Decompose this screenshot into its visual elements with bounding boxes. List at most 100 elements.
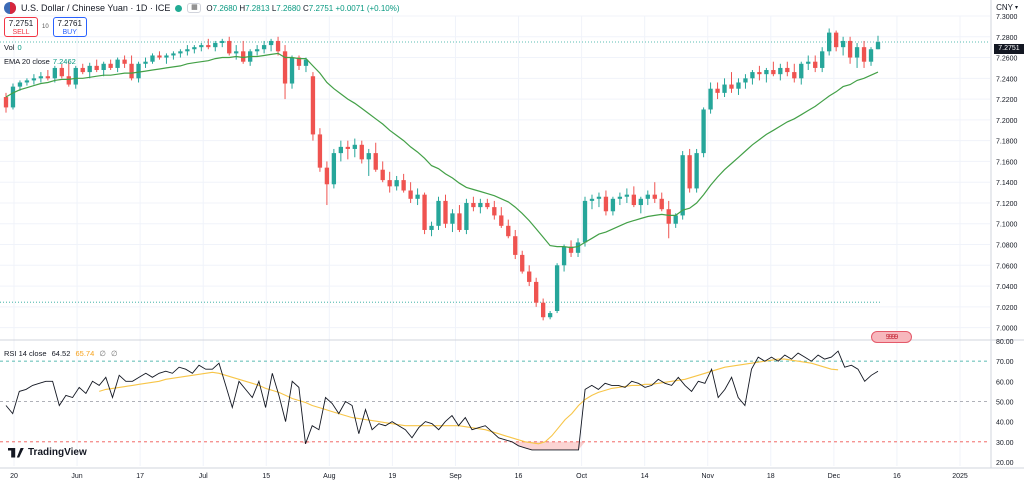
tradingview-logo[interactable]: TradingView bbox=[8, 447, 87, 458]
candle-body bbox=[331, 153, 337, 185]
candle-body bbox=[729, 84, 734, 89]
price-tick-label: 7.0800 bbox=[996, 243, 1018, 250]
symbol-title[interactable]: U.S. Dollar / Chinese Yuan · 1D · ICE bbox=[21, 3, 171, 13]
candle-body bbox=[17, 82, 23, 87]
candle-body bbox=[108, 63, 113, 68]
market-status-icon[interactable] bbox=[175, 4, 183, 12]
chart-settings-icon[interactable]: ▦ bbox=[187, 3, 202, 13]
candle-body bbox=[359, 144, 364, 160]
candle-body bbox=[317, 134, 323, 168]
candle-body bbox=[366, 153, 371, 160]
ema-legend[interactable]: EMA 20 close 7.2462 bbox=[4, 57, 76, 66]
candle-body bbox=[450, 213, 455, 224]
candle-body bbox=[261, 45, 267, 50]
price-tick-label: 7.1800 bbox=[996, 139, 1018, 146]
candle-body bbox=[638, 198, 643, 206]
candle-body bbox=[213, 43, 218, 48]
candle-body bbox=[568, 246, 574, 253]
candle-body bbox=[575, 242, 581, 253]
time-tick-label: Oct bbox=[576, 473, 587, 480]
candle-body bbox=[241, 51, 246, 62]
candle-body bbox=[666, 209, 671, 224]
candle-body bbox=[554, 265, 560, 311]
rsi-legend[interactable]: RSI 14 close 64.52 65.74 ∅ ∅ bbox=[4, 349, 118, 358]
candle-body bbox=[31, 78, 37, 81]
sell-button[interactable]: 7.2751 SELL bbox=[4, 17, 38, 37]
candle-body bbox=[457, 213, 462, 230]
time-tick-label: Nov bbox=[702, 473, 715, 480]
candle-body bbox=[157, 55, 162, 58]
last-price-tag: 7.2751 bbox=[994, 44, 1024, 54]
candle-body bbox=[868, 49, 874, 62]
candle-body bbox=[540, 302, 546, 318]
rsi-tick-label: 30.00 bbox=[996, 440, 1014, 447]
candle-body bbox=[610, 198, 616, 212]
time-tick-label: 20 bbox=[10, 473, 18, 480]
volume-legend[interactable]: Vol 0 bbox=[4, 43, 22, 52]
symbol-flag-icon bbox=[4, 2, 16, 14]
ohlc-readout: O7.2680 H7.2813 L7.2680 C7.2751 +0.0071 … bbox=[206, 4, 399, 13]
candle-body bbox=[527, 271, 532, 282]
candle-body bbox=[101, 63, 106, 71]
vol-value: 0 bbox=[17, 43, 22, 52]
candle-body bbox=[659, 198, 664, 210]
candle-body bbox=[415, 194, 420, 199]
currency-selector[interactable]: CNY ▾ bbox=[996, 3, 1018, 12]
candle-body bbox=[520, 254, 525, 272]
open-value: 7.2680 bbox=[212, 3, 238, 13]
candle-body bbox=[10, 86, 16, 108]
chart-header: U.S. Dollar / Chinese Yuan · 1D · ICE ▦ … bbox=[4, 2, 400, 14]
candle-body bbox=[324, 167, 330, 185]
candle-body bbox=[289, 57, 295, 84]
candle-body bbox=[380, 169, 385, 181]
rsi-tick-label: 40.00 bbox=[996, 420, 1014, 427]
candle-body bbox=[813, 61, 818, 68]
candle-body bbox=[338, 146, 344, 154]
candle-body bbox=[854, 47, 860, 58]
price-tick-label: 7.1600 bbox=[996, 159, 1018, 166]
price-tick-label: 7.0000 bbox=[996, 326, 1018, 333]
time-tick-label: 19 bbox=[389, 473, 397, 480]
candle-body bbox=[561, 246, 567, 266]
rsi-tick-label: 20.00 bbox=[996, 460, 1014, 467]
candle-body bbox=[171, 53, 176, 56]
economic-event-badge[interactable]: 9999 bbox=[871, 331, 912, 343]
candle-body bbox=[506, 225, 511, 237]
close-value: 7.2751 bbox=[308, 3, 334, 13]
candle-body bbox=[485, 202, 490, 208]
candle-body bbox=[820, 51, 825, 68]
candle-body bbox=[617, 196, 623, 199]
candle-body bbox=[206, 45, 211, 48]
price-tick-label: 7.2600 bbox=[996, 56, 1018, 63]
buy-button[interactable]: 7.2761 BUY bbox=[52, 17, 87, 37]
tradingview-logo-icon bbox=[8, 447, 24, 458]
candle-body bbox=[589, 198, 595, 201]
sell-label: SELL bbox=[12, 29, 30, 36]
candle-body bbox=[464, 202, 469, 230]
candle-body bbox=[631, 194, 637, 206]
trade-panel: 7.2751 SELL 10 7.2761 BUY bbox=[4, 17, 87, 37]
candle-body bbox=[268, 40, 274, 46]
price-tick-label: 7.1400 bbox=[996, 180, 1018, 187]
rsi-extra-2: ∅ bbox=[111, 349, 118, 358]
candle-body bbox=[303, 59, 309, 66]
candle-body bbox=[352, 144, 357, 149]
candle-body bbox=[492, 207, 497, 216]
candle-body bbox=[799, 63, 804, 79]
candle-body bbox=[708, 88, 713, 110]
time-tick-label: 18 bbox=[767, 473, 775, 480]
candle-body bbox=[687, 155, 692, 189]
buy-label: BUY bbox=[62, 29, 77, 36]
candle-body bbox=[478, 202, 483, 208]
low-label: L bbox=[271, 3, 277, 13]
price-tick-label: 7.0200 bbox=[996, 305, 1018, 312]
price-tick-label: 7.0400 bbox=[996, 284, 1018, 291]
candle-body bbox=[136, 63, 141, 79]
candle-body bbox=[750, 72, 755, 79]
candle-body bbox=[624, 194, 630, 197]
candle-body bbox=[436, 200, 441, 226]
rsi-tick-label: 70.00 bbox=[996, 359, 1014, 366]
candle-body bbox=[778, 67, 783, 75]
candle-body bbox=[310, 76, 316, 135]
